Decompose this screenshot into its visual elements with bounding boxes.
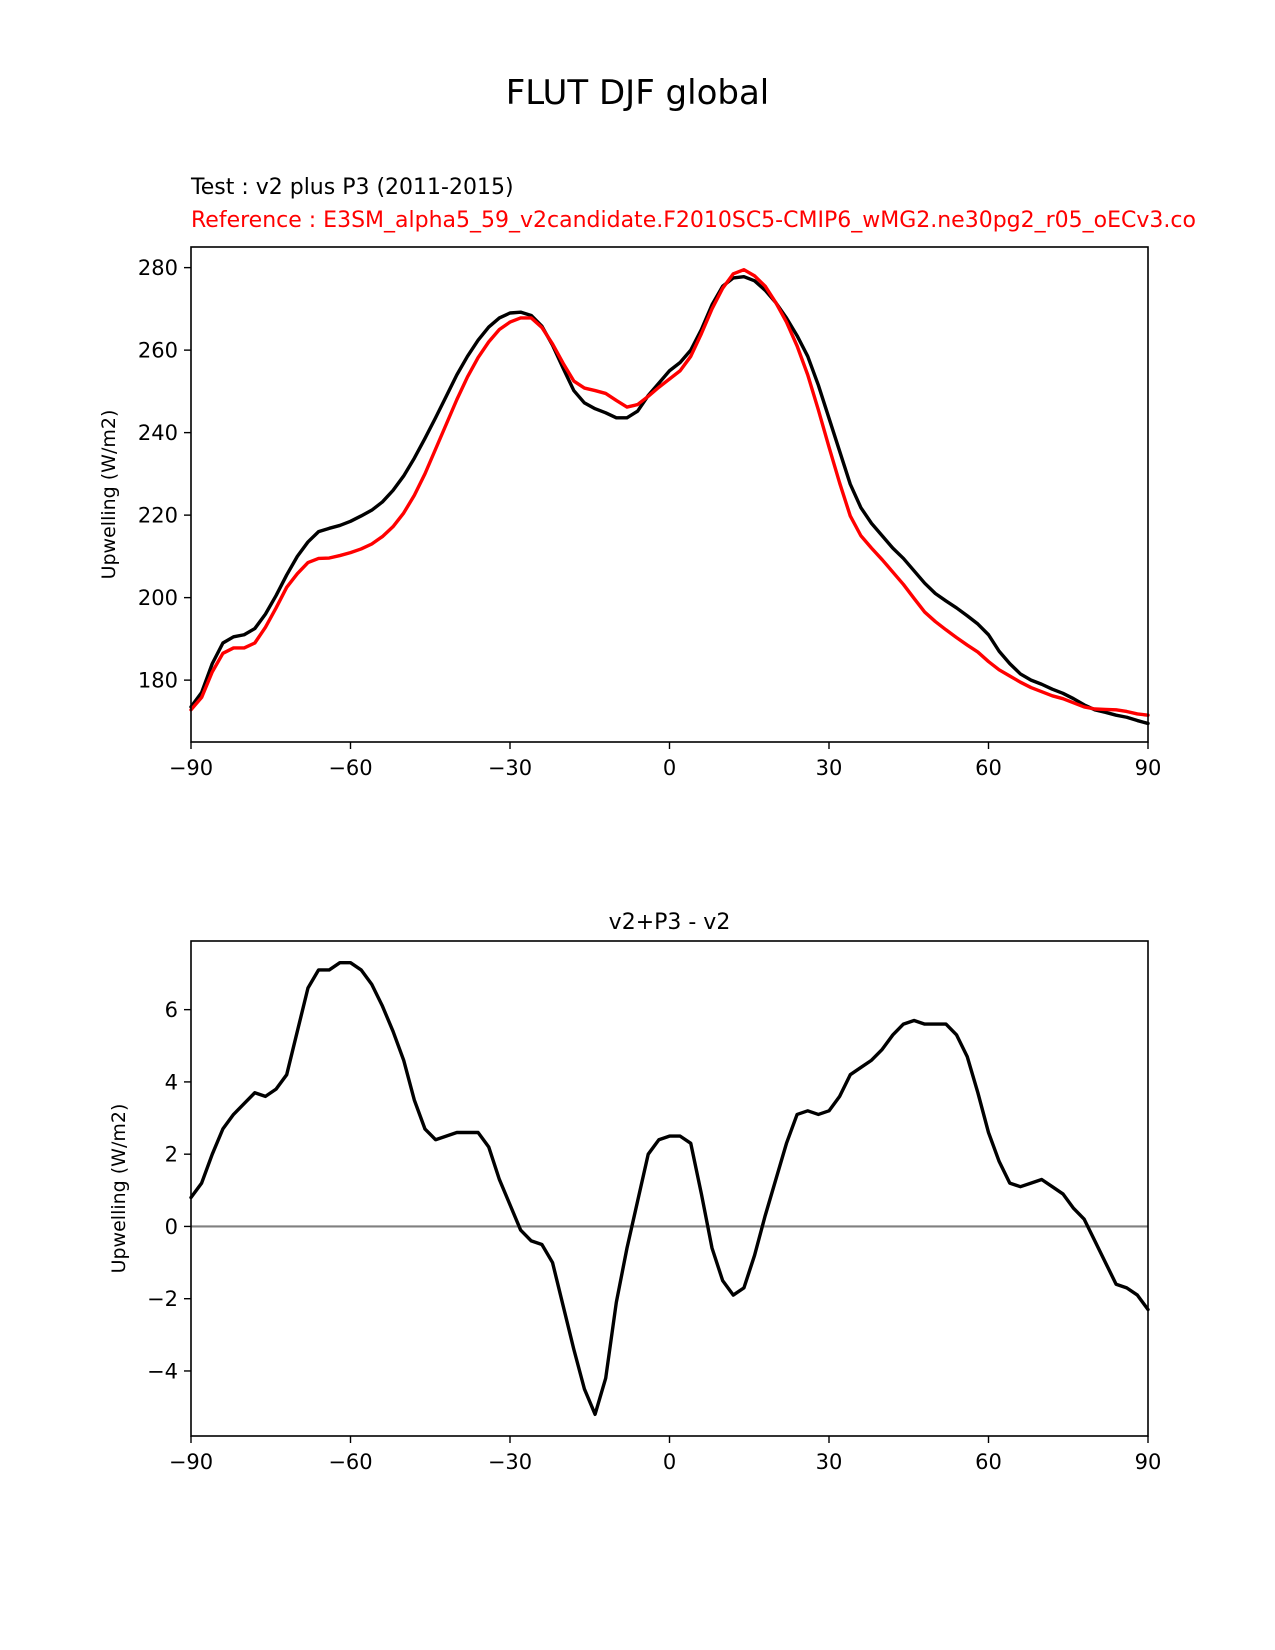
y-tick-label: 220 <box>138 504 178 528</box>
x-tick-label: −90 <box>169 756 213 780</box>
x-tick-label: 0 <box>663 1450 676 1474</box>
test-label: Test : v2 plus P3 (2011-2015) <box>191 175 514 200</box>
difference-chart: −90 −60 −30 0 30 60 90 −4 −2 0 2 4 6 Upwelling (W/m2)… <box>108 910 1162 1474</box>
x-tick-label: −60 <box>328 1450 372 1474</box>
plot-frame <box>190 246 1149 743</box>
y-tick-label: 2 <box>165 1143 178 1167</box>
x-tick-label: 0 <box>663 756 676 780</box>
y-tick-label: 200 <box>138 586 178 610</box>
y-tick-label: −4 <box>147 1359 178 1383</box>
x-tick-label: −60 <box>328 756 372 780</box>
x-tick-label: 30 <box>816 756 843 780</box>
y-tick-label: 6 <box>165 998 178 1022</box>
y-tick-label: 240 <box>138 421 178 445</box>
y-tick-label: 260 <box>138 339 178 363</box>
axes-title: v2+P3 - v2 <box>609 910 731 935</box>
top-chart: −90 −60 −30 0 30 60 90 180 200 220 240 260 280 Upwell… <box>98 246 1162 780</box>
plot-frame <box>190 940 1149 1437</box>
x-tick-label: 90 <box>1135 756 1162 780</box>
y-axis-label: Upwelling (W/m2) <box>108 1104 130 1274</box>
y-tick-label: −2 <box>147 1287 178 1311</box>
series-line-1 <box>189 960 1150 1417</box>
x-tick-label: 60 <box>975 756 1002 780</box>
x-tick-label: 60 <box>975 1450 1002 1474</box>
x-tick-label: −30 <box>488 756 532 780</box>
x-tick-label: −90 <box>169 1450 213 1474</box>
x-tick-label: 30 <box>816 1450 843 1474</box>
reference-label: Reference : E3SM_alpha5_59_v2candidate.F… <box>191 208 1196 233</box>
x-tick-label: −30 <box>488 1450 532 1474</box>
y-tick-label: 0 <box>165 1215 178 1239</box>
y-tick-label: 180 <box>138 669 178 693</box>
series-line-2 <box>189 267 1150 717</box>
y-tick-label: 4 <box>165 1070 178 1094</box>
y-axis-label: Upwelling (W/m2) <box>98 410 120 580</box>
series-line-1 <box>189 275 1150 726</box>
x-tick-label: 90 <box>1135 1450 1162 1474</box>
y-tick-label: 280 <box>138 256 178 280</box>
figure-title: FLUT DJF global <box>505 73 770 113</box>
